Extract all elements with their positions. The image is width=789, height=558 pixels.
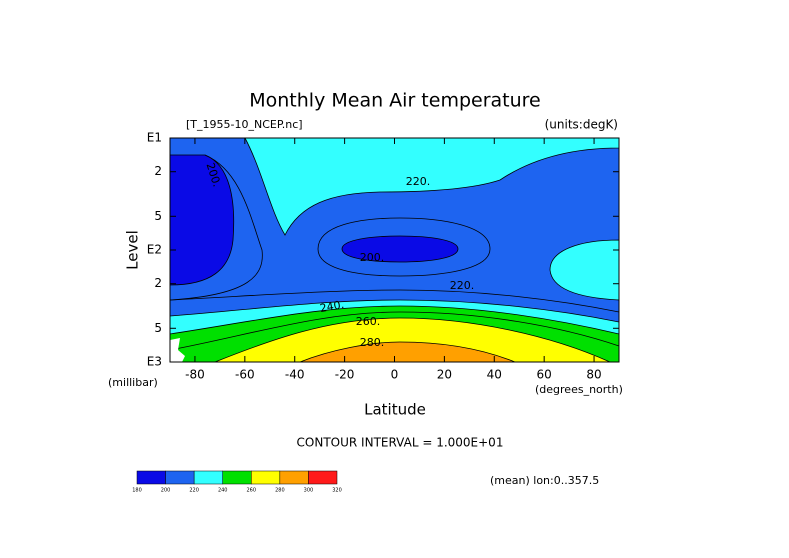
- x-axis-label: Latitude: [364, 401, 426, 419]
- contour-region: [214, 317, 611, 363]
- colorbar-box: [222, 470, 252, 485]
- y-tick-label: 5: [154, 209, 162, 223]
- y-tick-label: E2: [147, 243, 162, 257]
- contour-label: 260.: [356, 315, 381, 328]
- colorbar-label: 220: [189, 488, 199, 494]
- colorbar-label: 180: [132, 488, 142, 494]
- colorbar-box: [136, 470, 166, 485]
- x-tick-label: -20: [335, 368, 355, 382]
- contour-region: [341, 235, 459, 263]
- x-tick-label: -40: [285, 368, 305, 382]
- contour-label: 200.: [360, 251, 385, 264]
- colorbar-box: [279, 470, 309, 485]
- x-tick-label: -60: [235, 368, 255, 382]
- chart-title: Monthly Mean Air temperature: [249, 90, 540, 112]
- colorbar-label: 320: [332, 488, 342, 494]
- units-label: (units:degK): [545, 118, 618, 132]
- colorbar-label: 300: [304, 488, 314, 494]
- contour-region: [169, 154, 235, 286]
- colorbar-box: [165, 470, 195, 485]
- colorbar-label: 260: [247, 488, 257, 494]
- colorbar-box: [251, 470, 281, 485]
- y-tick-label: 2: [154, 276, 162, 290]
- y-tick-label: E3: [147, 355, 162, 369]
- y-tick-label: 5: [154, 321, 162, 335]
- y-tick-label: E1: [147, 131, 162, 145]
- colorbar-label: 240: [218, 488, 228, 494]
- contour-region: [549, 239, 620, 301]
- y-tick-label: 2: [154, 164, 162, 178]
- contour-region: [244, 137, 620, 236]
- x-tick-label: 20: [437, 368, 452, 382]
- contour-label: 240.: [319, 298, 345, 315]
- y-unit-label: (millibar): [108, 376, 158, 389]
- contour-interval: CONTOUR INTERVAL = 1.000E+01: [297, 436, 504, 450]
- x-tick-label: 0: [391, 368, 399, 382]
- x-tick-label: -80: [185, 368, 205, 382]
- x-tick-label: 80: [586, 368, 601, 382]
- colorbar-label: 280: [275, 488, 285, 494]
- contour-line: [169, 289, 620, 313]
- y-axis-label: Level: [124, 230, 142, 270]
- contour-line: [169, 154, 263, 301]
- footer: (mean) lon:0..357.5: [490, 474, 599, 487]
- contour-label: 280.: [360, 336, 385, 349]
- colorbar-box: [193, 470, 223, 485]
- contour-label: 220.: [406, 175, 431, 188]
- colorbar-label: 200: [161, 488, 171, 494]
- contour-label: 220.: [450, 279, 475, 292]
- contour-field: [169, 137, 620, 363]
- x-tick-label: 40: [487, 368, 502, 382]
- x-unit-label: (degrees_north): [535, 383, 623, 396]
- dataset-label: [T_1955-10_NCEP.nc]: [186, 118, 303, 131]
- contour-line: [317, 217, 491, 277]
- colorbar-box: [308, 470, 338, 485]
- missing-data: [170, 338, 185, 362]
- contour-line: [169, 311, 620, 351]
- x-tick-label: 60: [537, 368, 552, 382]
- contour-region: [299, 341, 516, 363]
